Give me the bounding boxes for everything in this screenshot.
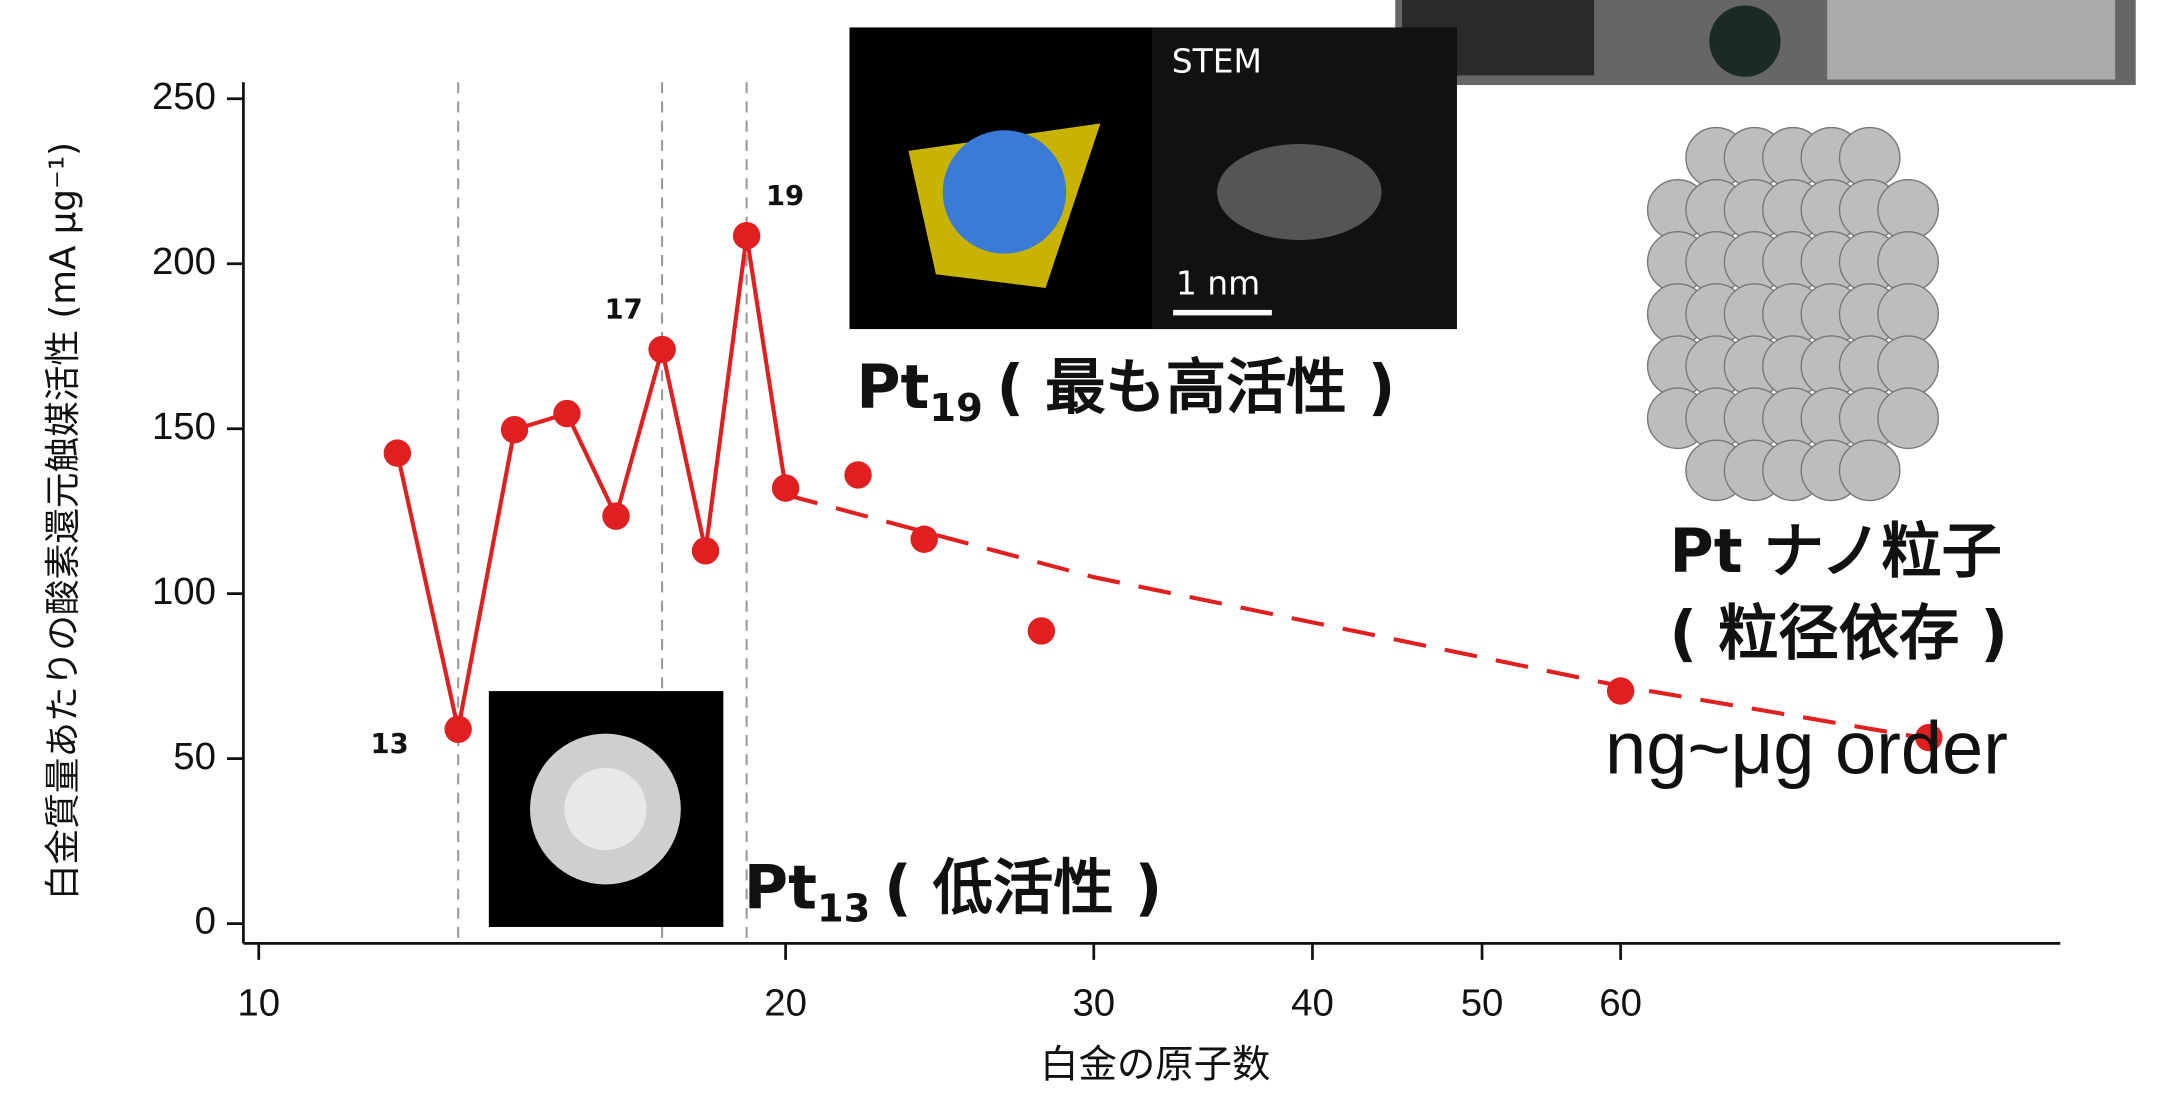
point-annotation: 17: [605, 295, 643, 326]
point: [602, 502, 629, 529]
label-rest: ( 最も高活性 ): [997, 352, 1396, 422]
x-tick-label: 40: [1291, 981, 1334, 1024]
label-sub: 19: [929, 386, 982, 431]
x-tick-label: 50: [1461, 981, 1504, 1024]
x-tick-label: 20: [764, 981, 807, 1024]
y-tick-label: 100: [152, 570, 216, 613]
pt13-cluster: [564, 768, 646, 850]
point-annotation: 13: [371, 729, 409, 760]
point-annotation: 19: [766, 181, 804, 212]
point: [553, 400, 580, 427]
chart: 0 50 100 150 200 250 10 20 30 40 50 60 13 17 19 STEM 1…: [0, 0, 2157, 1097]
nano-label: ( 粒径依存 ): [1670, 599, 2008, 669]
scale-label: 1 nm: [1176, 264, 1260, 303]
y-axis-label: 白金質量あたりの酸素還元触媒活性 (mA μg⁻¹): [43, 142, 84, 900]
nanoparticle: [1648, 128, 1939, 501]
label-sub: 13: [817, 886, 870, 931]
sphere: [1878, 336, 1938, 396]
point: [444, 716, 471, 743]
order-label: ng~μg order: [1605, 707, 2008, 790]
y-tick-label: 0: [195, 900, 216, 943]
pt19-model-core: [943, 130, 1066, 253]
point: [733, 222, 760, 249]
y-tick-label: 200: [152, 240, 216, 283]
stem-label: STEM: [1172, 42, 1262, 81]
sphere: [1878, 388, 1938, 448]
point: [501, 416, 528, 443]
y-tick-label: 250: [152, 75, 216, 118]
pt13-label: Pt13 ( 低活性 ): [744, 853, 1162, 931]
y-tick-label: 50: [173, 735, 216, 778]
photo-light: [1827, 0, 2115, 80]
point: [844, 461, 871, 488]
photo-object: [1709, 5, 1780, 76]
label-base: Pt: [856, 352, 929, 422]
sphere: [1878, 232, 1938, 292]
point: [1028, 617, 1055, 644]
sphere: [1878, 180, 1938, 240]
x-tick-label: 30: [1072, 981, 1115, 1024]
sphere: [1840, 128, 1900, 188]
x-tick-label: 10: [237, 981, 280, 1024]
label-rest: ( 低活性 ): [884, 853, 1162, 923]
pt19-label: Pt19 ( 最も高活性 ): [856, 352, 1395, 430]
point: [692, 537, 719, 564]
sphere: [1878, 284, 1938, 344]
point: [648, 336, 675, 363]
point: [384, 439, 411, 466]
x-tick-label: 60: [1599, 981, 1642, 1024]
label-base: Pt: [744, 853, 817, 923]
sphere: [1840, 440, 1900, 500]
stem-particles: [1217, 144, 1382, 240]
series-line: [397, 236, 785, 730]
point: [1607, 677, 1634, 704]
nano-label: Pt ナノ粒子: [1670, 517, 2002, 587]
y-tick-label: 150: [152, 405, 216, 448]
x-axis-label: 白金の原子数: [1040, 1042, 1270, 1087]
